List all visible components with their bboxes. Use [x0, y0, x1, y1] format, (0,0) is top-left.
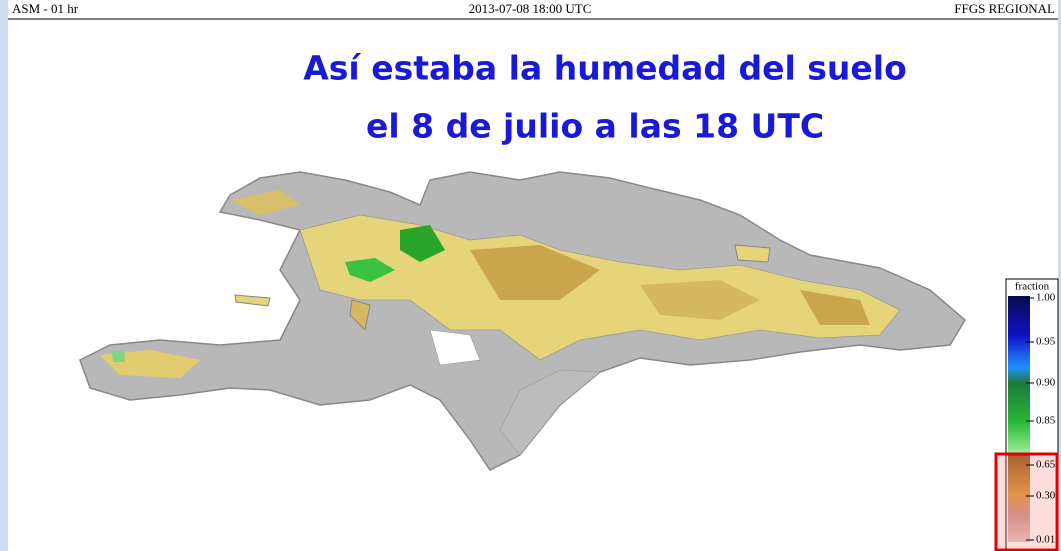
title-line-2: el 8 de julio a las 18 UTC	[366, 107, 824, 146]
legend-tick-label: 0.95	[1036, 336, 1056, 348]
highlight-fill	[998, 456, 1055, 548]
legend-tick-label: 0.85	[1036, 415, 1056, 427]
color-bar-wet	[1008, 296, 1030, 454]
title-line-1: Así estaba la humedad del suelo	[303, 49, 907, 88]
legend-tick-label: 1.00	[1036, 292, 1056, 304]
header-left: ASM - 01 hr	[12, 1, 79, 16]
legend-tick-label: 0.30	[1036, 490, 1056, 502]
highlight-box	[994, 452, 1059, 551]
legend-tick-label: 0.65	[1036, 459, 1056, 471]
legend-tick-label: 0.90	[1036, 377, 1056, 389]
legend-title: fraction	[1015, 281, 1050, 293]
header-center: 2013-07-08 18:00 UTC	[469, 1, 592, 16]
color-bar-dry	[1008, 454, 1030, 542]
legend: fraction	[1005, 278, 1059, 551]
header-right: FFGS REGIONAL	[954, 1, 1055, 16]
legend-tick-label: 0.01	[1036, 534, 1055, 546]
map	[79, 171, 966, 471]
